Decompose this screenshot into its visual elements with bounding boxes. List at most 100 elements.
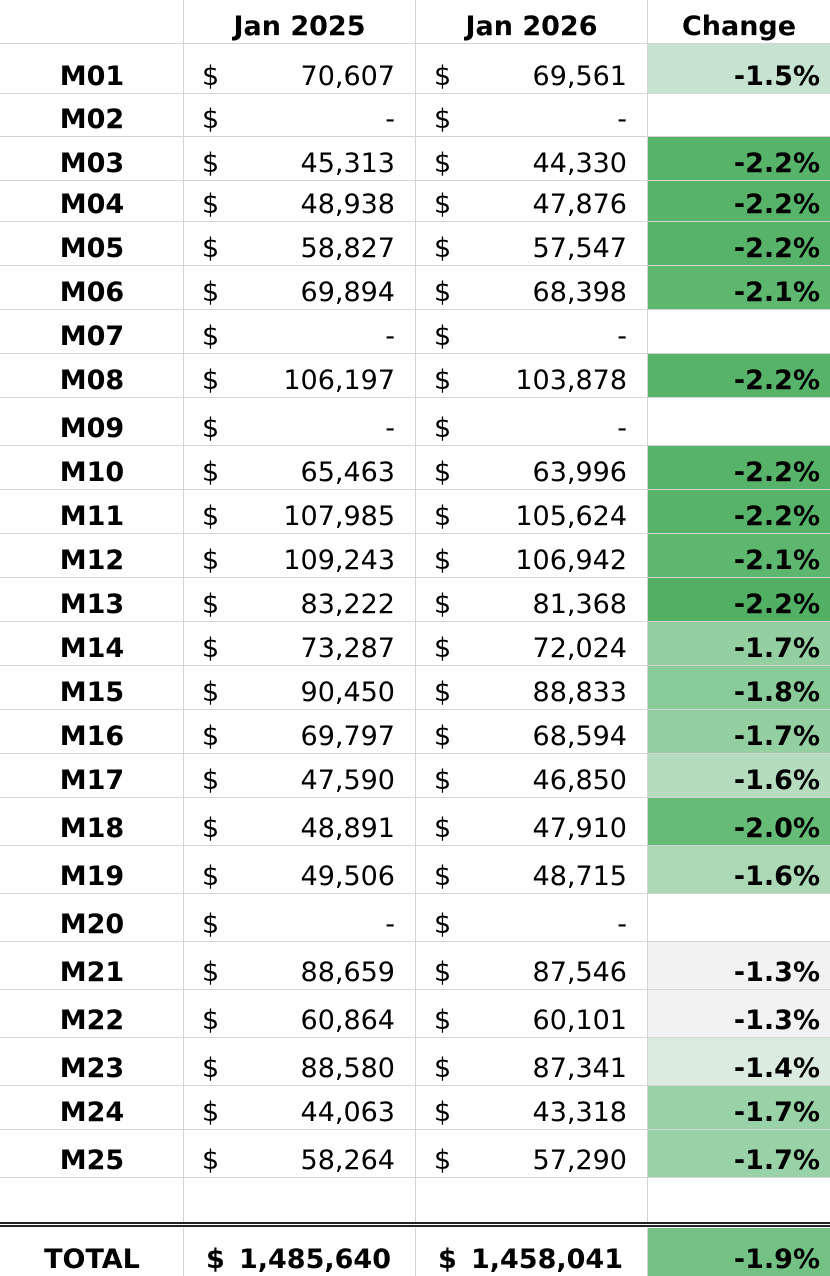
jan-2025-cell[interactable]: $88,659 [184,942,416,990]
row-label-cell[interactable]: M24 [0,1086,184,1130]
jan-2026-cell[interactable]: $57,547 [416,222,648,266]
row-label-cell[interactable]: M21 [0,942,184,990]
total-jan-2026-cell[interactable]: $1,458,041 [416,1228,648,1276]
change-cell[interactable]: -2.2% [648,137,830,181]
row-label-cell[interactable]: M02 [0,94,184,137]
row-label-cell[interactable]: M12 [0,534,184,578]
change-cell[interactable]: -2.0% [648,798,830,846]
row-label-cell[interactable]: M20 [0,894,184,942]
row-label-cell[interactable]: M19 [0,846,184,894]
row-label-cell[interactable]: M23 [0,1038,184,1086]
empty-cell[interactable] [184,1178,416,1222]
row-label-cell[interactable]: M10 [0,446,184,490]
row-label-cell[interactable]: M08 [0,354,184,398]
change-cell[interactable] [648,310,830,354]
jan-2026-cell[interactable]: $105,624 [416,490,648,534]
jan-2025-cell[interactable]: $90,450 [184,666,416,710]
empty-cell[interactable] [648,1178,830,1222]
jan-2026-cell[interactable]: $106,942 [416,534,648,578]
change-cell[interactable]: -2.2% [648,446,830,490]
jan-2026-cell[interactable]: $87,341 [416,1038,648,1086]
jan-2026-cell[interactable]: $46,850 [416,754,648,798]
jan-2026-cell[interactable]: $69,561 [416,44,648,94]
jan-2025-cell[interactable]: $83,222 [184,578,416,622]
change-cell[interactable]: -2.1% [648,534,830,578]
total-label-cell[interactable]: TOTAL [0,1228,184,1276]
jan-2026-cell[interactable]: $ - [416,94,648,137]
row-label-cell[interactable]: M01 [0,44,184,94]
jan-2026-cell[interactable]: $60,101 [416,990,648,1038]
change-cell[interactable]: -1.4% [648,1038,830,1086]
jan-2025-cell[interactable]: $69,894 [184,266,416,310]
jan-2025-cell[interactable]: $47,590 [184,754,416,798]
change-cell[interactable] [648,94,830,137]
header-cell[interactable]: Jan 2026 [416,0,648,44]
change-cell[interactable]: -1.7% [648,622,830,666]
row-label-cell[interactable]: M09 [0,398,184,446]
jan-2026-cell[interactable]: $103,878 [416,354,648,398]
jan-2025-cell[interactable]: $58,827 [184,222,416,266]
jan-2025-cell[interactable]: $70,607 [184,44,416,94]
total-jan-2025-cell[interactable]: $1,485,640 [184,1228,416,1276]
change-cell[interactable]: -1.6% [648,754,830,798]
row-label-cell[interactable]: M18 [0,798,184,846]
row-label-cell[interactable]: M17 [0,754,184,798]
empty-cell[interactable] [0,1178,184,1222]
row-label-cell[interactable]: M25 [0,1130,184,1178]
jan-2026-cell[interactable]: $57,290 [416,1130,648,1178]
row-label-cell[interactable]: M07 [0,310,184,354]
jan-2026-cell[interactable]: $48,715 [416,846,648,894]
jan-2025-cell[interactable]: $88,580 [184,1038,416,1086]
jan-2026-cell[interactable]: $ - [416,398,648,446]
change-cell[interactable]: -2.2% [648,222,830,266]
change-cell[interactable]: -1.8% [648,666,830,710]
total-change-cell[interactable]: -1.9% [648,1228,830,1276]
jan-2025-cell[interactable]: $109,243 [184,534,416,578]
jan-2026-cell[interactable]: $72,024 [416,622,648,666]
jan-2026-cell[interactable]: $87,546 [416,942,648,990]
jan-2025-cell[interactable]: $58,264 [184,1130,416,1178]
jan-2026-cell[interactable]: $88,833 [416,666,648,710]
jan-2025-cell[interactable]: $49,506 [184,846,416,894]
jan-2025-cell[interactable]: $ - [184,310,416,354]
change-cell[interactable]: -1.3% [648,990,830,1038]
row-label-cell[interactable]: M22 [0,990,184,1038]
change-cell[interactable]: -2.1% [648,266,830,310]
jan-2026-cell[interactable]: $68,398 [416,266,648,310]
row-label-cell[interactable]: M03 [0,137,184,181]
jan-2025-cell[interactable]: $ - [184,894,416,942]
row-label-cell[interactable]: M15 [0,666,184,710]
row-label-cell[interactable]: M05 [0,222,184,266]
jan-2026-cell[interactable]: $63,996 [416,446,648,490]
change-cell[interactable]: -1.7% [648,710,830,754]
change-cell[interactable]: -1.7% [648,1130,830,1178]
row-label-cell[interactable]: M16 [0,710,184,754]
change-cell[interactable]: -2.2% [648,578,830,622]
jan-2025-cell[interactable]: $44,063 [184,1086,416,1130]
change-cell[interactable] [648,894,830,942]
header-cell[interactable] [0,0,184,44]
change-cell[interactable]: -1.6% [648,846,830,894]
change-cell[interactable]: -1.5% [648,44,830,94]
jan-2025-cell[interactable]: $106,197 [184,354,416,398]
header-cell[interactable]: Change [648,0,830,44]
change-cell[interactable] [648,398,830,446]
jan-2026-cell[interactable]: $ - [416,894,648,942]
jan-2025-cell[interactable]: $73,287 [184,622,416,666]
jan-2025-cell[interactable]: $45,313 [184,137,416,181]
jan-2026-cell[interactable]: $44,330 [416,137,648,181]
jan-2026-cell[interactable]: $47,910 [416,798,648,846]
change-cell[interactable]: -2.2% [648,354,830,398]
jan-2026-cell[interactable]: $43,318 [416,1086,648,1130]
jan-2025-cell[interactable]: $ - [184,94,416,137]
jan-2026-cell[interactable]: $68,594 [416,710,648,754]
jan-2025-cell[interactable]: $60,864 [184,990,416,1038]
change-cell[interactable]: -2.2% [648,181,830,222]
jan-2025-cell[interactable]: $65,463 [184,446,416,490]
row-label-cell[interactable]: M04 [0,181,184,222]
jan-2026-cell[interactable]: $47,876 [416,181,648,222]
row-label-cell[interactable]: M06 [0,266,184,310]
change-cell[interactable]: -2.2% [648,490,830,534]
jan-2025-cell[interactable]: $48,891 [184,798,416,846]
jan-2025-cell[interactable]: $ - [184,398,416,446]
